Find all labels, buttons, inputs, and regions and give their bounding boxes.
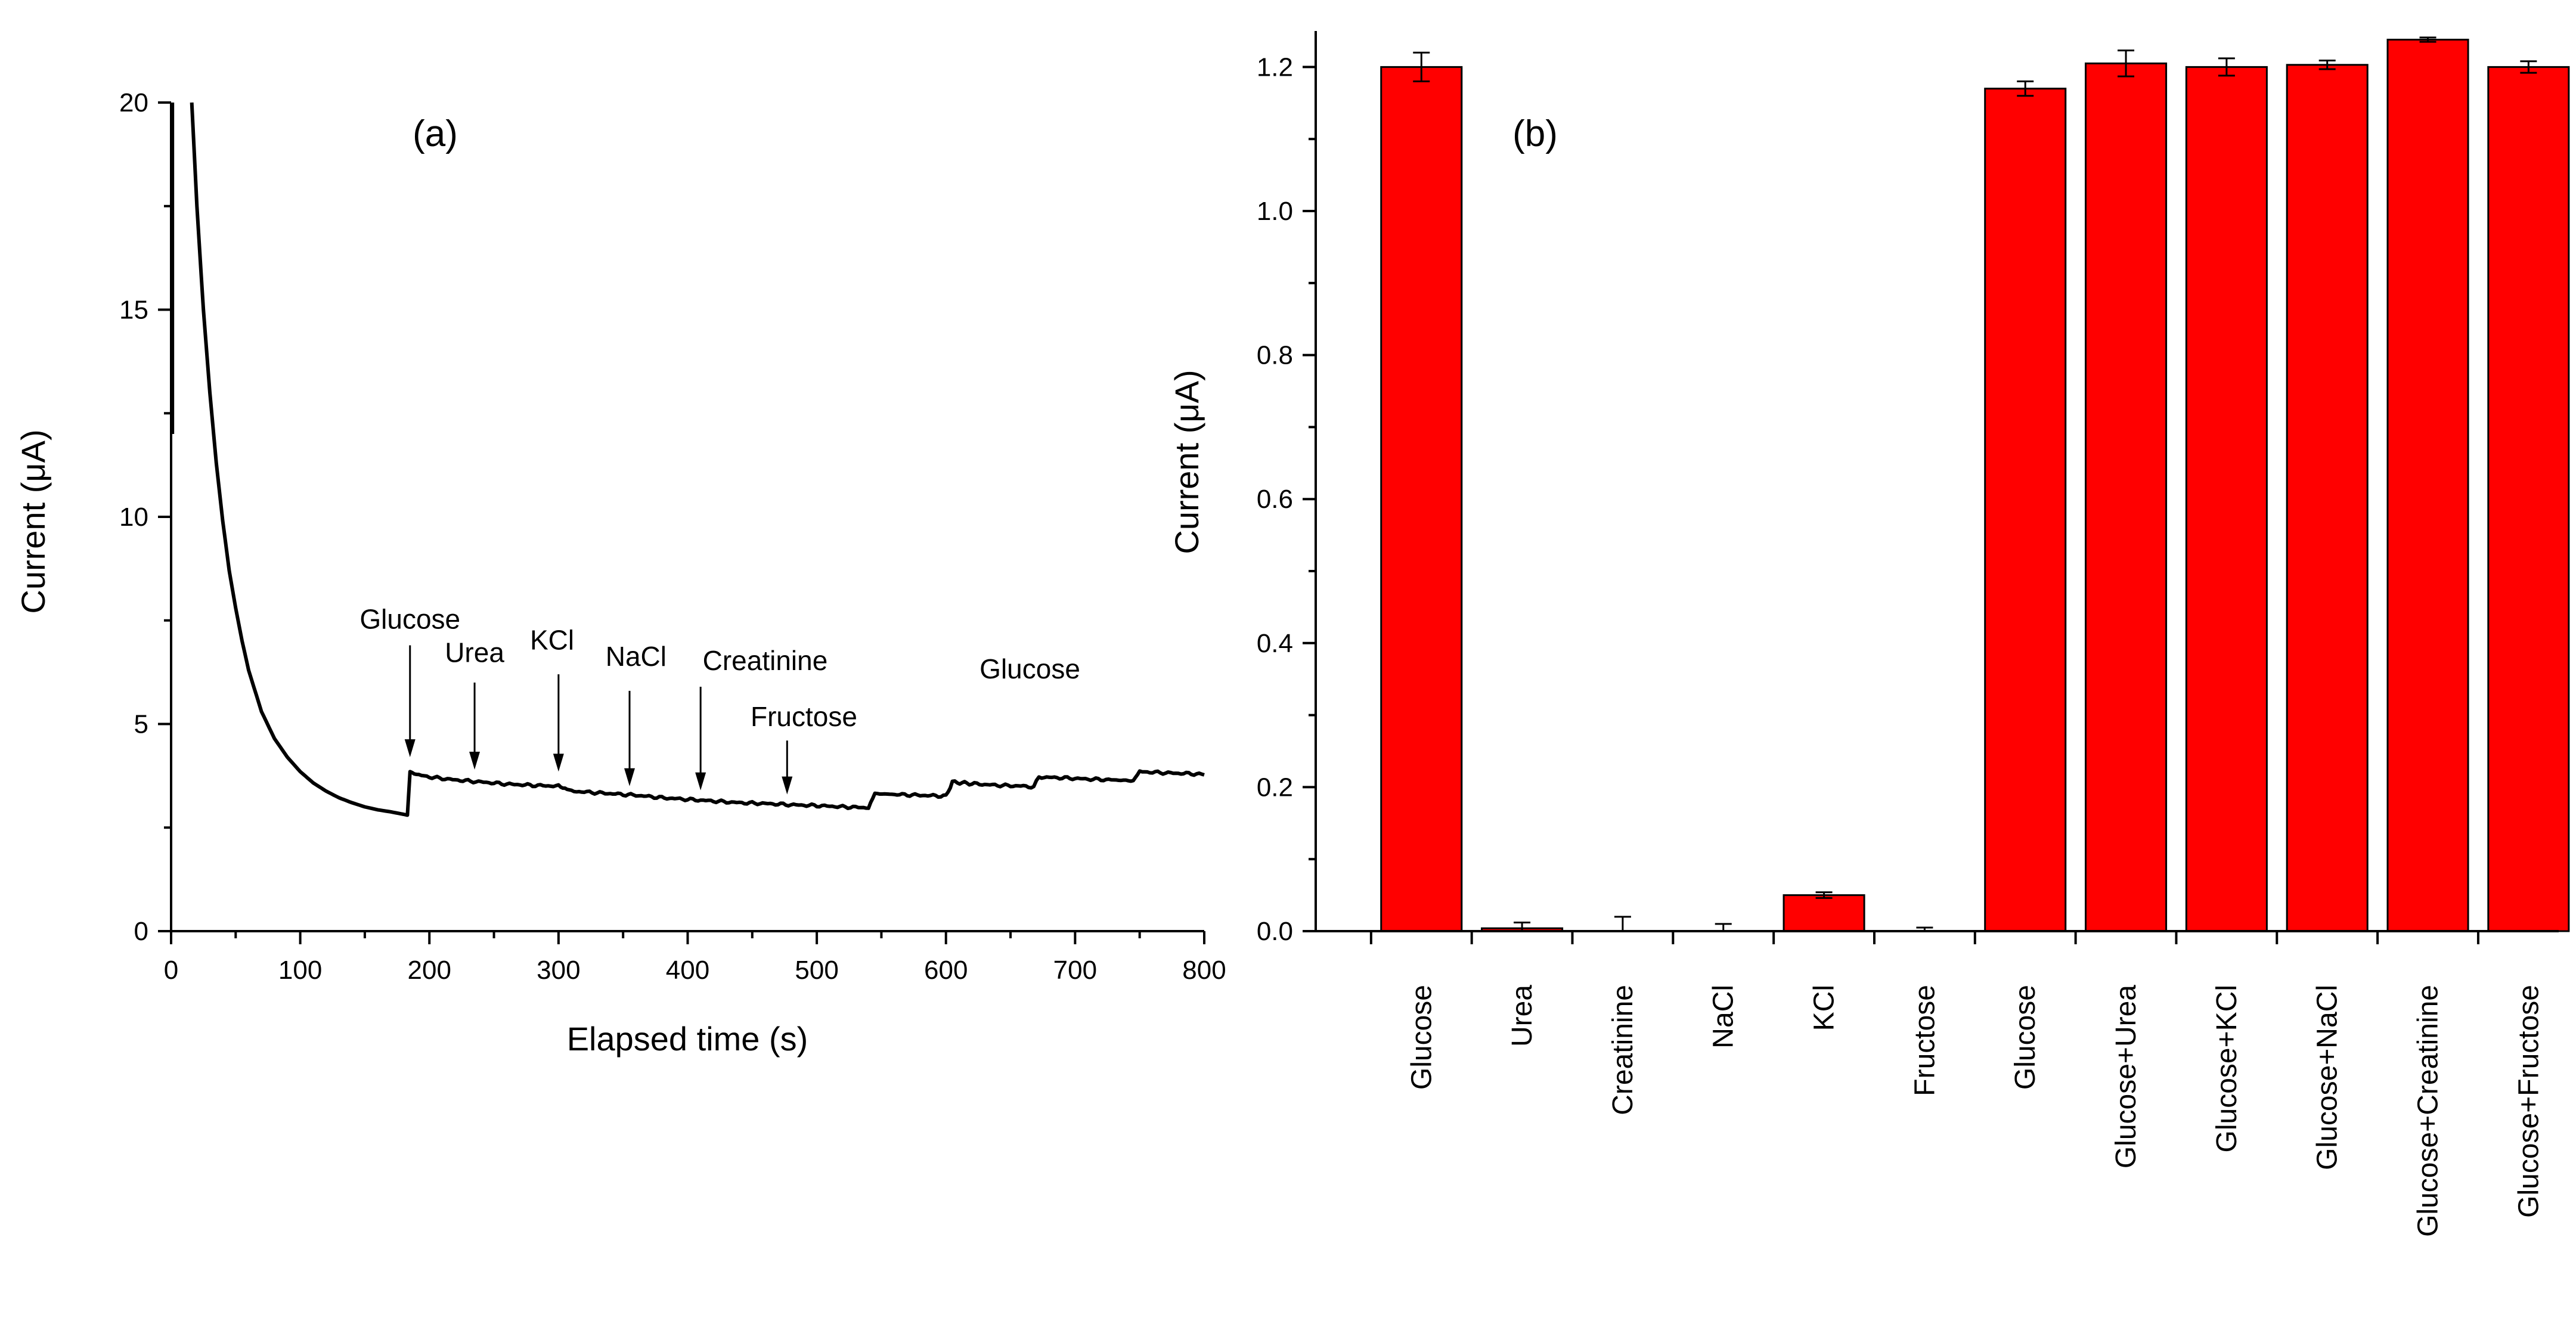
panel-b-y-axis-title: Current (μA) bbox=[1168, 370, 1205, 554]
panel-b-bar bbox=[2487, 66, 2570, 932]
panel-a-series-line bbox=[171, 102, 1205, 817]
panel-a-y-tick-label: 10 bbox=[119, 503, 148, 532]
panel-b: 0.0 0.2 0.4 0.6 0.8 1.0 1.2 Glucose Urea Creatin… bbox=[1168, 31, 2570, 1237]
panel-a: 0 5 10 15 20 0 100 200 300 400 500 600 700 800 Gluco… bbox=[14, 88, 1226, 1058]
panel-a-x-tick-label: 300 bbox=[537, 956, 580, 985]
panel-b-bar bbox=[2185, 66, 2268, 932]
panel-b-category-label: Glucose+Urea bbox=[2110, 985, 2142, 1168]
panel-b-y-tick-label: 0.2 bbox=[1257, 773, 1293, 802]
panel-b-y-tick-label: 1.2 bbox=[1257, 52, 1293, 82]
panel-a-x-tick-label: 800 bbox=[1182, 956, 1226, 985]
panel-a-annotation-label: Urea bbox=[445, 637, 504, 668]
panel-a-annotation-arrowhead bbox=[782, 776, 793, 795]
panel-a-annotation-arrowhead bbox=[695, 772, 706, 790]
panel-b-category-label: Glucose+Creatinine bbox=[2413, 985, 2444, 1237]
panel-b-category-label: Glucose bbox=[1406, 985, 1437, 1090]
panel-b-label: (b) bbox=[1512, 113, 1558, 154]
panel-a-x-tick-label: 700 bbox=[1053, 956, 1097, 985]
panel-b-bar bbox=[2286, 64, 2369, 932]
panel-a-annotation-arrowhead bbox=[469, 751, 481, 770]
panel-b-y-tick-label: 0.6 bbox=[1257, 485, 1293, 514]
panel-a-x-axis-title: Elapsed time (s) bbox=[567, 1020, 808, 1058]
panel-a-x-tick-label: 600 bbox=[924, 956, 968, 985]
panel-a-annotation-arrowhead bbox=[553, 754, 564, 772]
panel-b-bar bbox=[1380, 66, 1463, 932]
panel-b-category-label: NaCl bbox=[1708, 985, 1740, 1049]
panel-b-category-labels: Glucose Urea Creatinine NaCl KCl Fructose Gluc… bbox=[1406, 985, 2544, 1237]
panel-b-x-ticks bbox=[1369, 931, 2479, 944]
panel-b-bar bbox=[1984, 88, 2067, 932]
panel-a-x-tick-label: 100 bbox=[278, 956, 322, 985]
panel-b-y-tick-label: 0.4 bbox=[1257, 629, 1293, 658]
panel-a-annotation-arrowhead bbox=[624, 768, 636, 786]
panel-b-bar bbox=[2386, 38, 2469, 932]
panel-a-y-tick-label: 15 bbox=[119, 296, 148, 325]
panel-b-category-label: Glucose+Fructose bbox=[2513, 985, 2544, 1218]
panel-b-bar bbox=[1783, 894, 1865, 932]
panel-a-y-axis-title: Current (μA) bbox=[14, 429, 52, 613]
panel-a-annotation-label: Glucose bbox=[979, 653, 1080, 684]
panel-a-annotation-label: Glucose bbox=[359, 604, 460, 635]
panel-a-x-tick-label: 200 bbox=[408, 956, 451, 985]
panel-a-annotation-label: NaCl bbox=[606, 641, 667, 672]
panel-b-bar bbox=[2085, 62, 2168, 932]
panel-b-y-tick-label: 0.8 bbox=[1257, 341, 1293, 370]
panel-b-category-label: KCl bbox=[1809, 985, 1840, 1031]
panel-b-error-bars bbox=[1413, 36, 2537, 932]
panel-b-category-label: Glucose+KCl bbox=[2211, 985, 2243, 1152]
panel-a-y-ticks: 0 5 10 15 20 bbox=[119, 88, 171, 946]
panel-b-category-label: Urea bbox=[1506, 985, 1538, 1047]
panel-b-category-label: Glucose+NaCl bbox=[2312, 985, 2343, 1170]
panel-a-annotation-label: Fructose bbox=[751, 701, 857, 732]
panel-a-label: (a) bbox=[413, 113, 458, 154]
panel-b-category-label: Glucose bbox=[2010, 985, 2041, 1090]
panel-b-category-label: Fructose bbox=[1909, 985, 1940, 1096]
panel-a-y-tick-label: 0 bbox=[134, 917, 148, 946]
panel-b-y-ticks: 0.0 0.2 0.4 0.6 0.8 1.0 1.2 bbox=[1257, 52, 1316, 946]
panel-a-annotation-arrowhead bbox=[404, 739, 416, 758]
panel-a-x-tick-label: 400 bbox=[666, 956, 709, 985]
panel-a-x-tick-label: 500 bbox=[795, 956, 838, 985]
panel-a-y-tick-label: 5 bbox=[134, 710, 148, 739]
panel-a-annotation-label: Creatinine bbox=[703, 645, 828, 676]
panel-b-category-label: Creatinine bbox=[1607, 985, 1639, 1115]
panel-a-x-ticks: 0 100 200 300 400 500 600 700 800 bbox=[164, 931, 1226, 985]
panel-a-annotation-label: KCl bbox=[530, 624, 574, 655]
panel-b-y-tick-label: 0.0 bbox=[1257, 917, 1293, 946]
panel-b-y-tick-label: 1.0 bbox=[1257, 197, 1293, 226]
panel-b-bars bbox=[1380, 38, 2570, 932]
panel-a-y-tick-label: 20 bbox=[119, 88, 148, 117]
panel-a-x-tick-label: 0 bbox=[164, 956, 178, 985]
